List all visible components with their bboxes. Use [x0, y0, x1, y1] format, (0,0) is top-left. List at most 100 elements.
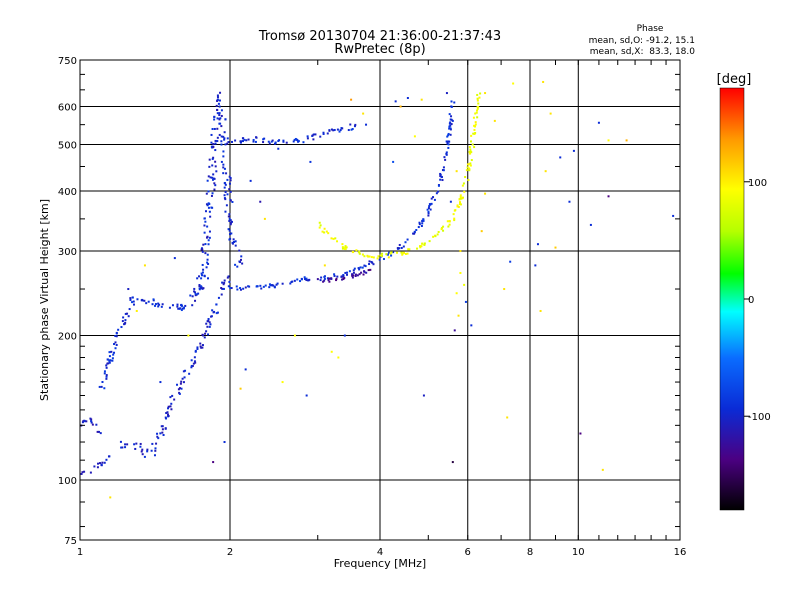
data-point: [228, 233, 231, 236]
data-point: [105, 374, 108, 377]
data-point: [362, 273, 365, 276]
data-point: [434, 235, 437, 238]
data-point: [222, 155, 225, 158]
data-point: [474, 112, 477, 115]
data-point: [228, 217, 231, 220]
data-point: [459, 194, 462, 197]
data-point: [180, 387, 183, 390]
data-point: [213, 310, 216, 313]
data-point: [448, 140, 451, 143]
data-point: [439, 175, 442, 178]
data-point: [285, 141, 288, 144]
data-point: [480, 230, 483, 233]
data-point: [113, 351, 116, 354]
data-point: [201, 274, 204, 277]
data-point: [341, 278, 344, 281]
data-point: [388, 251, 391, 254]
data-point: [536, 243, 539, 246]
data-point: [216, 98, 219, 101]
data-point: [419, 246, 422, 249]
data-point: [365, 123, 368, 126]
data-point: [202, 268, 205, 271]
data-point: [262, 285, 265, 288]
data-point: [267, 140, 270, 143]
data-point: [207, 206, 210, 209]
data-point: [427, 210, 430, 213]
data-point: [248, 285, 251, 288]
data-point: [348, 270, 351, 273]
data-point: [351, 276, 354, 279]
data-point: [201, 344, 204, 347]
data-point: [447, 134, 450, 137]
data-point: [209, 215, 212, 218]
data-point: [211, 176, 214, 179]
data-point: [476, 107, 479, 110]
data-point: [182, 370, 185, 373]
data-point: [146, 448, 149, 451]
data-point: [222, 150, 225, 153]
data-point: [360, 271, 363, 274]
data-point: [226, 276, 229, 279]
data-point: [423, 243, 426, 246]
data-point: [93, 465, 96, 468]
data-point: [468, 150, 471, 153]
data-point: [216, 311, 219, 314]
data-point: [200, 247, 203, 250]
data-point: [464, 300, 467, 303]
data-point: [442, 225, 445, 228]
data-point: [199, 345, 202, 348]
data-point: [350, 98, 353, 101]
data-point: [123, 323, 126, 326]
data-point: [208, 210, 211, 213]
data-point: [358, 268, 361, 271]
data-point: [191, 295, 194, 298]
data-point: [476, 109, 479, 112]
data-point: [227, 228, 230, 231]
data-point: [213, 127, 216, 130]
x-tick-label: 16: [674, 547, 687, 558]
data-point: [189, 294, 192, 297]
data-point: [109, 496, 112, 499]
data-point: [179, 307, 182, 310]
data-point: [224, 143, 227, 146]
data-point: [228, 238, 231, 241]
data-point: [463, 190, 466, 193]
axis-ticks: 1 2 4 6 8 10 16 75 100 200 300 400 500 600 750: [58, 56, 686, 558]
data-point: [325, 230, 328, 233]
data-point: [214, 184, 217, 187]
data-point: [240, 255, 243, 258]
data-point: [219, 91, 222, 94]
data-point: [210, 133, 213, 136]
data-point: [208, 236, 211, 239]
data-point: [173, 398, 176, 401]
data-point: [305, 277, 308, 280]
data-point: [341, 243, 344, 246]
data-point: [362, 112, 365, 115]
data-point: [206, 261, 209, 264]
data-point: [207, 175, 210, 178]
data-point: [159, 432, 162, 435]
data-point: [226, 137, 229, 140]
data-point: [177, 388, 180, 391]
data-point: [224, 191, 227, 194]
data-point: [198, 288, 201, 291]
data-point: [115, 332, 118, 335]
data-point: [421, 222, 424, 225]
data-point: [276, 282, 279, 285]
data-point: [209, 176, 212, 179]
data-point: [113, 343, 116, 346]
data-point: [235, 285, 238, 288]
data-point: [427, 207, 430, 210]
data-point: [323, 231, 326, 234]
data-point: [230, 287, 233, 290]
data-point: [464, 176, 467, 179]
data-point: [358, 273, 361, 276]
data-point: [352, 251, 355, 254]
data-point: [467, 179, 470, 182]
data-point: [169, 405, 172, 408]
data-point: [322, 131, 325, 134]
data-point: [97, 462, 100, 465]
data-point: [335, 277, 338, 280]
data-point: [219, 122, 222, 125]
data-point: [171, 304, 174, 307]
